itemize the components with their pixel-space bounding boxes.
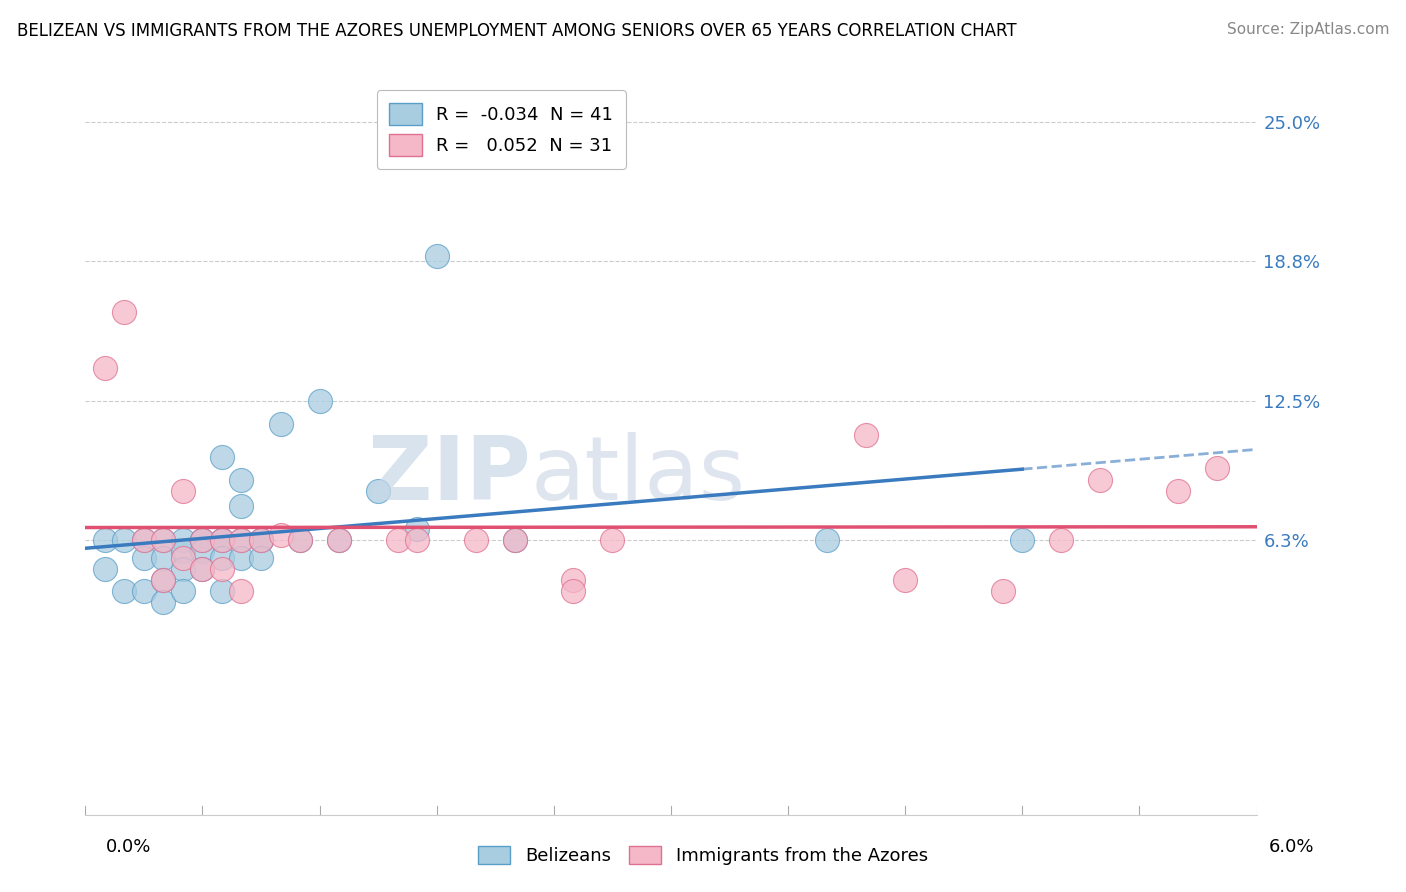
Point [288, 533, 311, 547]
Point [250, 533, 273, 547]
Point [1090, 473, 1112, 487]
Point [191, 544, 214, 558]
Point [211, 450, 233, 465]
Point [172, 584, 194, 599]
Point [94, 533, 117, 547]
Point [191, 562, 214, 576]
Point [211, 550, 233, 565]
Point [112, 533, 135, 547]
Point [191, 562, 214, 576]
Point [132, 550, 155, 565]
Point [112, 584, 135, 599]
Point [231, 584, 253, 599]
Point [1050, 533, 1073, 547]
Point [132, 584, 155, 599]
Point [132, 533, 155, 547]
Text: ZIP: ZIP [367, 432, 530, 519]
Point [387, 533, 409, 547]
Point [250, 533, 273, 547]
Point [503, 533, 526, 547]
Point [426, 249, 449, 263]
Point [152, 533, 174, 547]
Point [1167, 483, 1189, 498]
Point [250, 550, 273, 565]
Point [562, 573, 585, 587]
Point [191, 533, 214, 547]
Point [328, 533, 350, 547]
Point [406, 533, 429, 547]
Point [231, 473, 253, 487]
Point [112, 305, 135, 319]
Point [562, 584, 585, 599]
Point [406, 522, 429, 536]
Point [152, 550, 174, 565]
Point [270, 417, 292, 431]
Point [464, 533, 486, 547]
Point [1206, 461, 1229, 475]
Point [328, 533, 350, 547]
Legend: Belizeans, Immigrants from the Azores: Belizeans, Immigrants from the Azores [471, 838, 935, 872]
Point [894, 573, 917, 587]
Point [211, 584, 233, 599]
Point [172, 562, 194, 576]
Legend: R =  -0.034  N = 41, R =   0.052  N = 31: R = -0.034 N = 41, R = 0.052 N = 31 [377, 90, 626, 169]
Point [288, 533, 311, 547]
Point [211, 562, 233, 576]
Point [231, 500, 253, 514]
Point [172, 550, 194, 565]
Point [602, 533, 624, 547]
Point [191, 533, 214, 547]
Point [308, 394, 330, 409]
Point [132, 533, 155, 547]
Point [211, 533, 233, 547]
Point [991, 584, 1014, 599]
Text: 6.0%: 6.0% [1270, 838, 1315, 855]
Point [855, 427, 877, 442]
Text: BELIZEAN VS IMMIGRANTS FROM THE AZORES UNEMPLOYMENT AMONG SENIORS OVER 65 YEARS : BELIZEAN VS IMMIGRANTS FROM THE AZORES U… [17, 22, 1017, 40]
Point [172, 533, 194, 547]
Point [191, 533, 214, 547]
Point [503, 533, 526, 547]
Point [1011, 533, 1033, 547]
Point [152, 595, 174, 609]
Text: Source: ZipAtlas.com: Source: ZipAtlas.com [1226, 22, 1389, 37]
Point [231, 533, 253, 547]
Point [231, 533, 253, 547]
Point [172, 544, 194, 558]
Point [152, 573, 174, 587]
Point [172, 483, 194, 498]
Point [211, 533, 233, 547]
Text: 0.0%: 0.0% [105, 838, 150, 855]
Point [152, 533, 174, 547]
Point [94, 360, 117, 375]
Point [250, 533, 273, 547]
Point [94, 562, 117, 576]
Text: atlas: atlas [530, 432, 745, 519]
Point [270, 528, 292, 542]
Point [211, 533, 233, 547]
Point [152, 573, 174, 587]
Point [231, 550, 253, 565]
Point [815, 533, 838, 547]
Point [367, 483, 389, 498]
